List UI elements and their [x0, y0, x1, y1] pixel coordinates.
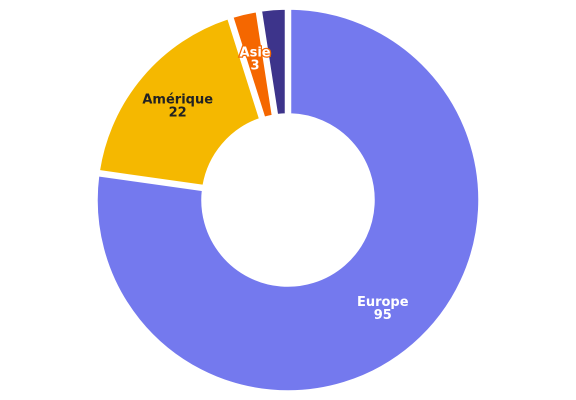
- slice-label-amerique: Amérique: [142, 93, 213, 108]
- donut-slices: [96, 8, 480, 392]
- slice-value-europe: 95: [374, 308, 392, 323]
- slice-unlabeled-3[interactable]: [260, 8, 287, 116]
- slice-value-amerique: 22: [169, 106, 187, 121]
- slice-europe[interactable]: [96, 8, 480, 392]
- slice-asie[interactable]: [232, 10, 274, 119]
- slice-label-asie: Asie: [240, 45, 271, 60]
- slice-value-asie: 3: [251, 58, 260, 73]
- slice-amerique[interactable]: [98, 17, 261, 187]
- slice-label-europe: Europe: [357, 295, 409, 310]
